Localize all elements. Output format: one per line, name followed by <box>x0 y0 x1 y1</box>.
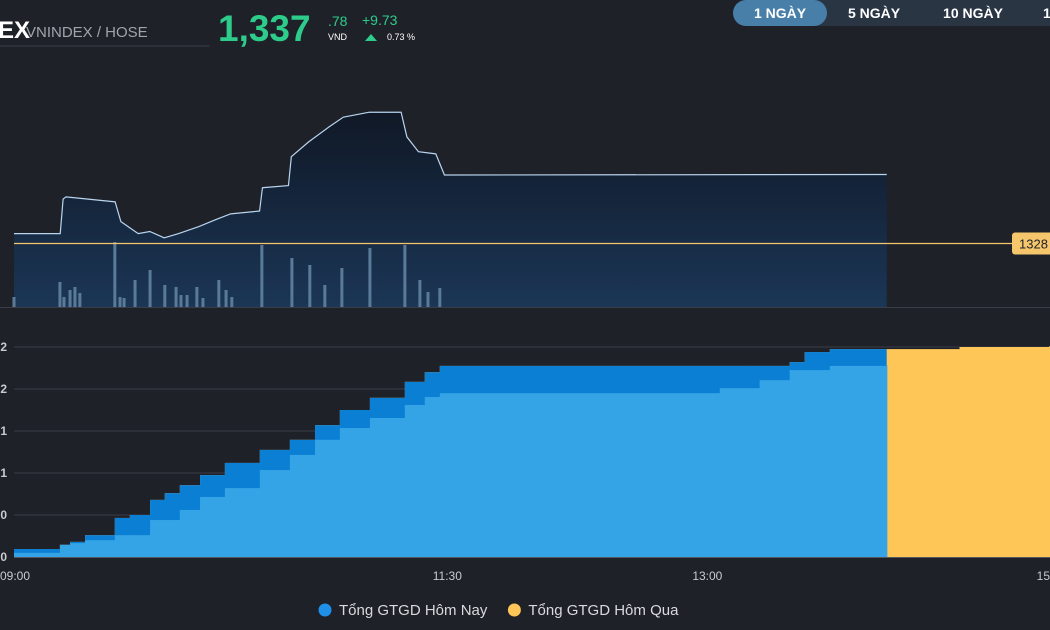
area-step <box>114 535 131 557</box>
change: +9.73 <box>362 12 398 28</box>
volume-bar <box>217 280 221 307</box>
y-tick-label: 0 <box>0 508 7 522</box>
area-step <box>315 439 341 557</box>
volume-bar <box>438 288 442 307</box>
range-active <box>733 0 827 26</box>
subtitle: VNINDEX / HOSE <box>26 24 148 41</box>
x-tick-label: 15 <box>1037 569 1050 583</box>
area-step <box>759 380 791 557</box>
legend-marker <box>318 603 332 617</box>
reference-label-box <box>1012 232 1050 255</box>
area-step <box>404 404 426 557</box>
volume-bar <box>323 285 327 307</box>
range-button[interactable]: 1 NGÀY <box>754 5 807 21</box>
area-step <box>959 347 1050 557</box>
volume-bar <box>78 293 82 307</box>
volume-bar <box>163 285 167 307</box>
area-step <box>424 396 441 557</box>
volume-bar <box>195 287 199 307</box>
legend-marker <box>507 603 521 617</box>
volume-bar <box>368 248 372 307</box>
area-step <box>369 417 406 557</box>
y-tick-label: 2 <box>0 382 7 396</box>
volume-bar <box>290 258 294 307</box>
volume-bar <box>230 297 234 307</box>
volume-bar <box>62 297 66 307</box>
area-step <box>289 454 316 557</box>
up-arrow <box>365 34 377 41</box>
volume-bar <box>118 297 122 307</box>
range-button[interactable]: 1 <box>1043 5 1050 21</box>
title: EX <box>0 17 30 44</box>
area-step <box>150 520 181 557</box>
area-step <box>224 488 261 557</box>
area-step <box>179 509 201 557</box>
volume-bar <box>418 280 422 307</box>
area-step <box>789 370 831 557</box>
x-tick-label: 13:00 <box>692 569 722 583</box>
area-step <box>829 365 888 557</box>
price-line <box>14 111 887 239</box>
area-step <box>719 388 761 557</box>
volume-bar <box>122 298 126 307</box>
area-step <box>85 540 116 557</box>
area-step <box>200 496 226 557</box>
area-step <box>129 535 151 557</box>
area-step <box>259 470 291 557</box>
volume-bar <box>68 290 72 307</box>
range-button[interactable]: 10 NGÀY <box>943 5 1004 21</box>
volume-bar <box>73 287 77 307</box>
volume-bar <box>308 265 312 307</box>
area-step <box>339 428 371 557</box>
volume-bar <box>133 280 137 307</box>
volume-bar <box>148 270 152 307</box>
volume-bar <box>426 292 430 307</box>
y-tick-label: 1 <box>0 466 7 480</box>
volume-bar <box>260 245 264 307</box>
currency: VND <box>328 32 348 42</box>
volume-bar <box>201 298 205 307</box>
change-pct: 0.73 % <box>387 32 415 42</box>
range-button[interactable]: 5 NGÀY <box>848 5 901 21</box>
volume-bar <box>403 245 407 307</box>
volume-bar <box>12 297 16 307</box>
y-tick-label: 2 <box>0 340 7 354</box>
legend-label: Tổng GTGD Hôm Qua <box>528 602 679 619</box>
x-tick-label: 11:30 <box>433 569 462 583</box>
volume-bar <box>179 295 183 307</box>
price-decimals: .78 <box>328 13 348 29</box>
y-tick-label: 0 <box>0 550 7 564</box>
area-step <box>699 393 721 557</box>
legend-label: Tổng GTGD Hôm Nay <box>339 602 488 619</box>
area-step <box>70 543 86 557</box>
volume-bar <box>174 287 178 307</box>
y-tick-label: 1 <box>0 424 7 438</box>
area-step <box>439 393 701 557</box>
price: 1,337 <box>218 8 311 49</box>
x-tick-label: 09:00 <box>0 569 30 583</box>
volume-bar <box>113 242 117 307</box>
price-area <box>14 112 887 307</box>
volume-bar <box>224 290 228 307</box>
area-step <box>14 552 61 557</box>
reference-label: 1328 <box>1019 236 1048 251</box>
volume-bar <box>185 295 189 307</box>
volume-bar <box>340 268 344 307</box>
area-step <box>59 544 71 557</box>
volume-bar <box>58 282 62 307</box>
